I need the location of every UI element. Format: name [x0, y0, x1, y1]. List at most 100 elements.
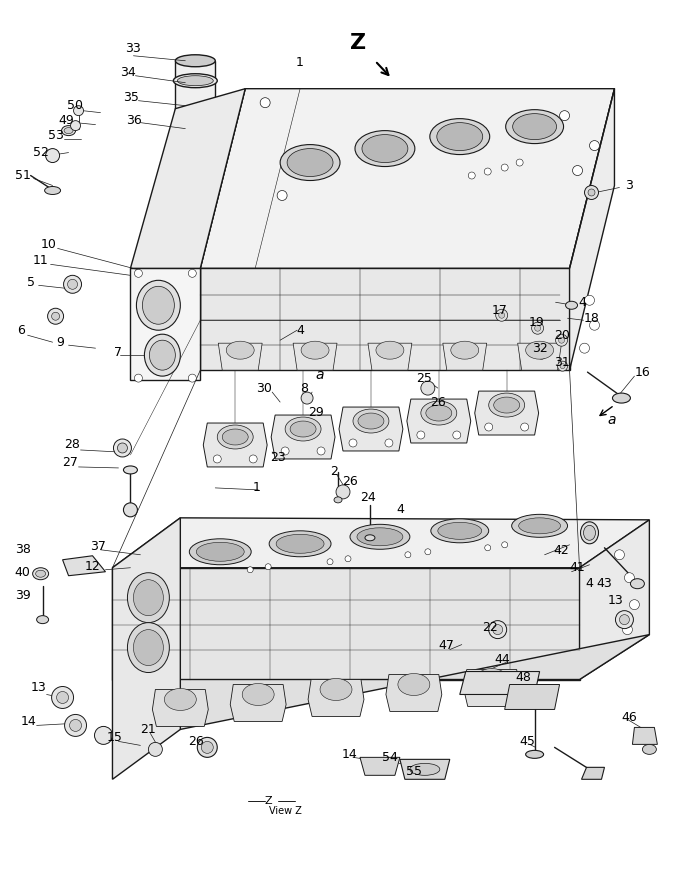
Polygon shape	[293, 344, 337, 370]
Circle shape	[585, 296, 594, 305]
Ellipse shape	[438, 522, 482, 539]
Polygon shape	[218, 344, 262, 370]
Ellipse shape	[526, 341, 554, 359]
Circle shape	[95, 726, 113, 745]
Text: 1: 1	[296, 57, 304, 69]
Circle shape	[502, 542, 508, 548]
Circle shape	[630, 600, 639, 610]
Polygon shape	[130, 89, 245, 269]
Text: 41: 41	[570, 562, 585, 575]
Text: 6: 6	[17, 324, 25, 337]
Circle shape	[556, 334, 567, 346]
Text: 10: 10	[41, 238, 57, 251]
Text: 44: 44	[495, 653, 511, 666]
Ellipse shape	[421, 401, 457, 425]
Ellipse shape	[172, 194, 218, 203]
Circle shape	[73, 106, 84, 116]
Text: 14: 14	[21, 715, 37, 728]
Circle shape	[560, 111, 570, 120]
Circle shape	[614, 549, 624, 560]
Text: 1: 1	[253, 481, 260, 494]
Circle shape	[535, 325, 540, 331]
Polygon shape	[130, 269, 200, 380]
Ellipse shape	[177, 76, 213, 85]
Circle shape	[484, 168, 491, 175]
Circle shape	[539, 351, 544, 357]
Ellipse shape	[475, 669, 508, 691]
Text: 51: 51	[15, 169, 30, 182]
Text: 47: 47	[439, 639, 455, 652]
Circle shape	[46, 148, 60, 162]
Text: 3: 3	[626, 179, 633, 192]
Text: a: a	[607, 413, 616, 427]
Ellipse shape	[526, 751, 544, 759]
Text: 28: 28	[64, 439, 80, 452]
Ellipse shape	[642, 745, 657, 754]
Text: 38: 38	[15, 543, 30, 556]
Ellipse shape	[127, 573, 170, 623]
Circle shape	[123, 503, 138, 517]
Circle shape	[64, 276, 82, 293]
Text: 4: 4	[396, 503, 404, 516]
Ellipse shape	[365, 535, 375, 541]
Text: 4: 4	[585, 577, 594, 590]
Ellipse shape	[518, 518, 561, 534]
Circle shape	[327, 559, 333, 565]
Polygon shape	[113, 518, 181, 780]
Ellipse shape	[410, 763, 440, 775]
Ellipse shape	[145, 334, 181, 376]
Circle shape	[336, 485, 350, 499]
Text: View Z: View Z	[268, 807, 302, 816]
Text: 9: 9	[57, 336, 64, 349]
Circle shape	[70, 719, 82, 732]
Circle shape	[260, 98, 270, 107]
Polygon shape	[464, 670, 520, 706]
Ellipse shape	[197, 542, 244, 562]
Text: 4: 4	[579, 296, 586, 309]
Ellipse shape	[362, 134, 408, 162]
Circle shape	[560, 364, 565, 369]
Ellipse shape	[143, 286, 174, 324]
Text: 55: 55	[406, 765, 422, 778]
Circle shape	[48, 309, 64, 324]
Ellipse shape	[450, 341, 479, 359]
Text: 30: 30	[256, 382, 272, 395]
Ellipse shape	[172, 202, 218, 213]
Polygon shape	[368, 344, 412, 370]
Circle shape	[57, 691, 69, 704]
Text: Z: Z	[350, 33, 366, 53]
Polygon shape	[203, 423, 267, 467]
Ellipse shape	[437, 123, 483, 151]
Text: 33: 33	[125, 42, 141, 55]
Circle shape	[197, 738, 217, 758]
Ellipse shape	[134, 630, 163, 665]
Polygon shape	[62, 555, 105, 576]
Ellipse shape	[355, 131, 415, 167]
Ellipse shape	[513, 113, 556, 140]
Ellipse shape	[172, 181, 218, 190]
Ellipse shape	[44, 187, 61, 194]
Ellipse shape	[134, 580, 163, 616]
Polygon shape	[200, 269, 570, 370]
Circle shape	[201, 741, 213, 753]
Polygon shape	[632, 727, 657, 745]
Circle shape	[213, 455, 221, 463]
Text: 25: 25	[416, 371, 432, 385]
Ellipse shape	[511, 514, 567, 537]
Text: 26: 26	[430, 396, 446, 409]
Ellipse shape	[123, 466, 138, 473]
Ellipse shape	[190, 539, 251, 565]
Ellipse shape	[37, 616, 48, 623]
Polygon shape	[113, 568, 579, 679]
Text: 23: 23	[271, 452, 286, 465]
Text: 54: 54	[382, 751, 398, 764]
Circle shape	[385, 439, 393, 447]
Circle shape	[572, 166, 583, 175]
Text: 8: 8	[300, 382, 308, 395]
Ellipse shape	[226, 341, 254, 359]
Text: 13: 13	[30, 681, 46, 694]
Text: a: a	[316, 368, 325, 382]
Ellipse shape	[165, 689, 197, 711]
Circle shape	[536, 349, 547, 359]
Text: 17: 17	[492, 303, 508, 317]
